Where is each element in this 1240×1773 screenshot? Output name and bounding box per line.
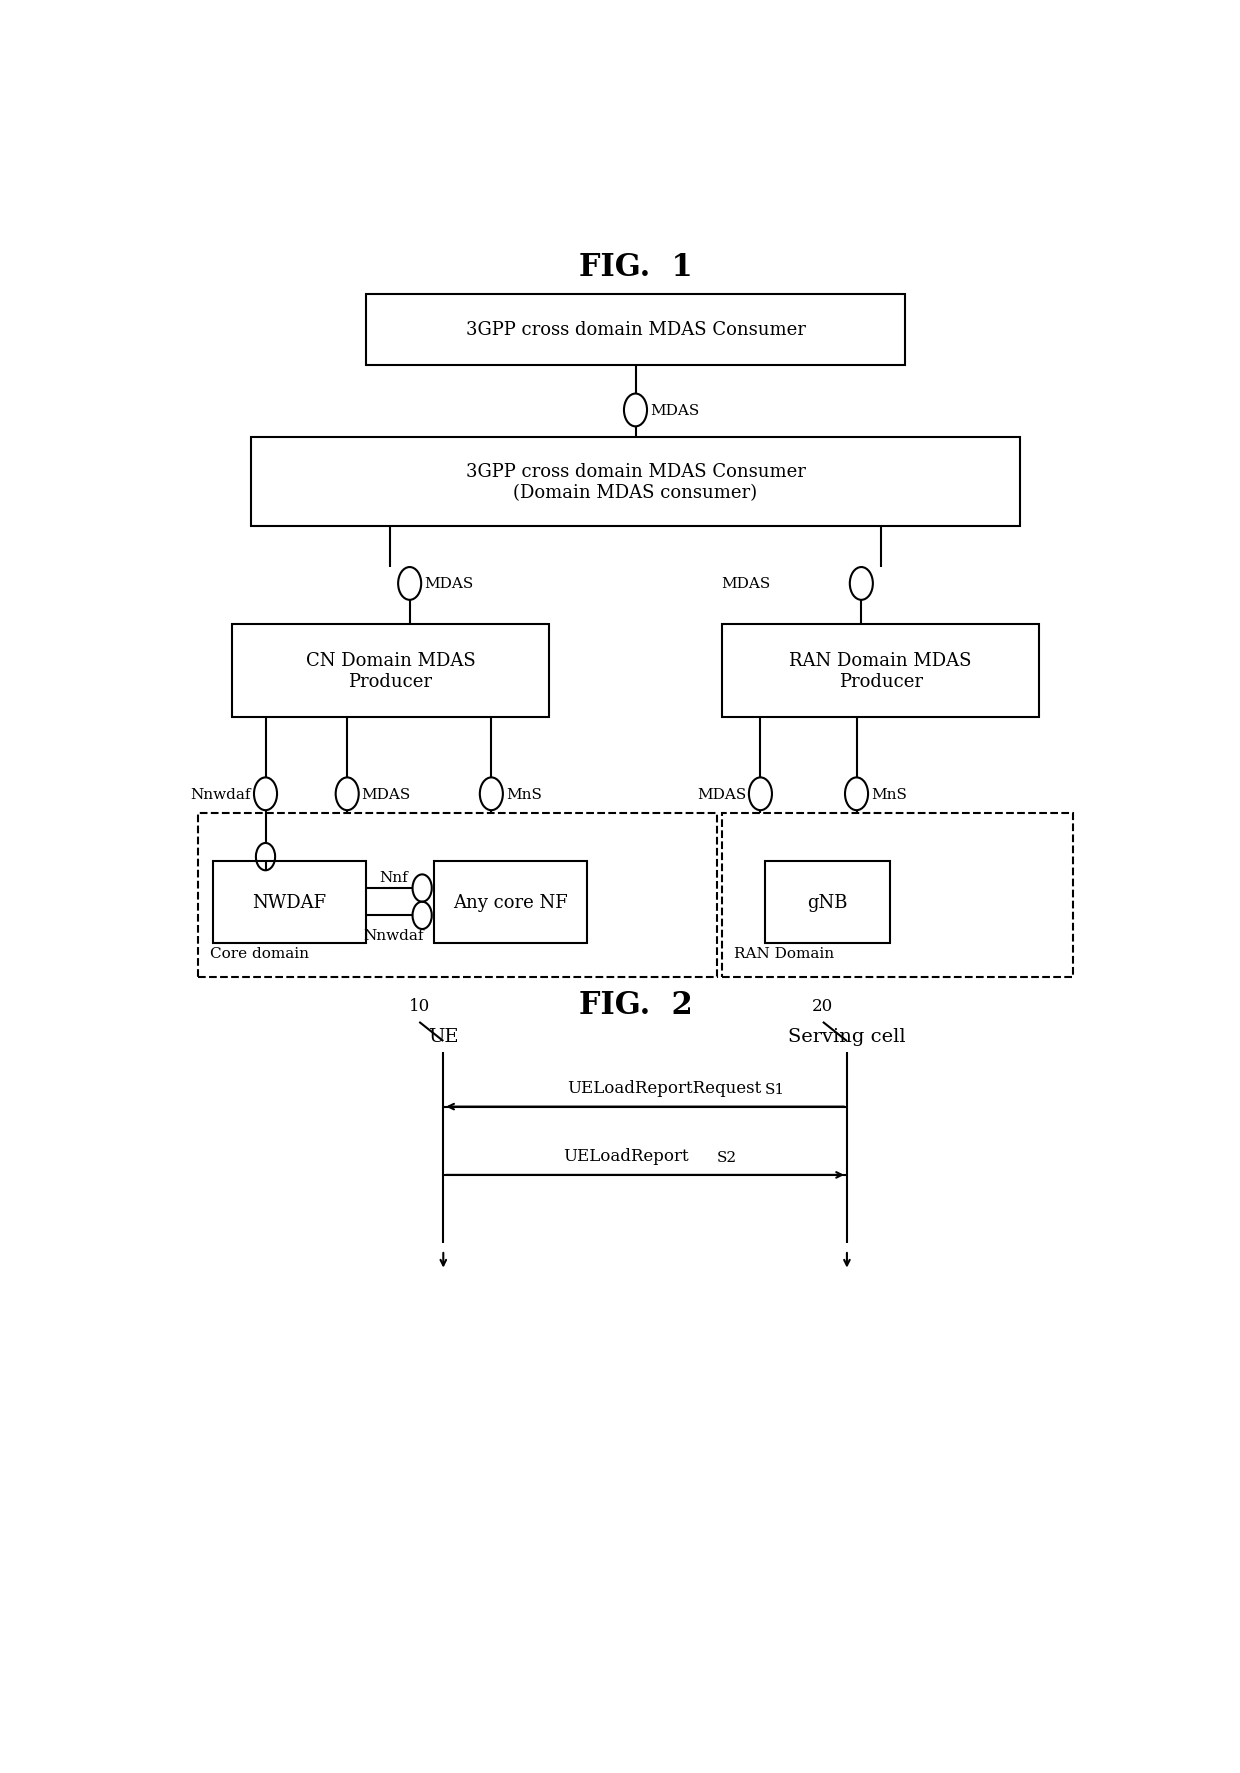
Text: Nnwdaf: Nnwdaf <box>363 927 424 941</box>
FancyBboxPatch shape <box>722 814 1073 977</box>
Text: UE: UE <box>428 1028 459 1046</box>
Text: Serving cell: Serving cell <box>789 1028 905 1046</box>
Text: CN Domain MDAS
Producer: CN Domain MDAS Producer <box>305 652 475 691</box>
FancyBboxPatch shape <box>722 626 1039 718</box>
Text: 20: 20 <box>812 996 833 1014</box>
Text: 3GPP cross domain MDAS Consumer: 3GPP cross domain MDAS Consumer <box>465 321 806 339</box>
FancyBboxPatch shape <box>198 814 717 977</box>
FancyBboxPatch shape <box>367 294 905 365</box>
Text: S1: S1 <box>765 1082 785 1096</box>
Text: S2: S2 <box>717 1151 738 1165</box>
FancyBboxPatch shape <box>250 438 1019 527</box>
Text: NWDAF: NWDAF <box>253 894 326 911</box>
FancyBboxPatch shape <box>765 862 890 943</box>
Text: UELoadReportRequest: UELoadReportRequest <box>567 1080 761 1096</box>
Text: Any core NF: Any core NF <box>453 894 568 911</box>
Text: 10: 10 <box>409 996 430 1014</box>
Text: Nnf: Nnf <box>379 871 408 885</box>
Text: MDAS: MDAS <box>650 404 699 418</box>
Text: FIG.  1: FIG. 1 <box>579 252 692 284</box>
Text: 3GPP cross domain MDAS Consumer
(Domain MDAS consumer): 3GPP cross domain MDAS Consumer (Domain … <box>465 463 806 502</box>
Text: Nnwdaf: Nnwdaf <box>191 787 250 801</box>
Text: MDAS: MDAS <box>697 787 746 801</box>
Text: MDAS: MDAS <box>424 576 474 590</box>
Text: gNB: gNB <box>807 894 848 911</box>
Text: Core domain: Core domain <box>210 947 309 961</box>
Text: MnS: MnS <box>506 787 542 801</box>
FancyBboxPatch shape <box>434 862 588 943</box>
FancyBboxPatch shape <box>213 862 367 943</box>
Text: MDAS: MDAS <box>362 787 410 801</box>
Text: MnS: MnS <box>870 787 906 801</box>
Text: RAN Domain MDAS
Producer: RAN Domain MDAS Producer <box>790 652 972 691</box>
Text: MDAS: MDAS <box>720 576 770 590</box>
Text: RAN Domain: RAN Domain <box>734 947 833 961</box>
Text: FIG.  2: FIG. 2 <box>579 989 692 1019</box>
FancyBboxPatch shape <box>232 626 549 718</box>
Text: UELoadReport: UELoadReport <box>563 1147 688 1165</box>
